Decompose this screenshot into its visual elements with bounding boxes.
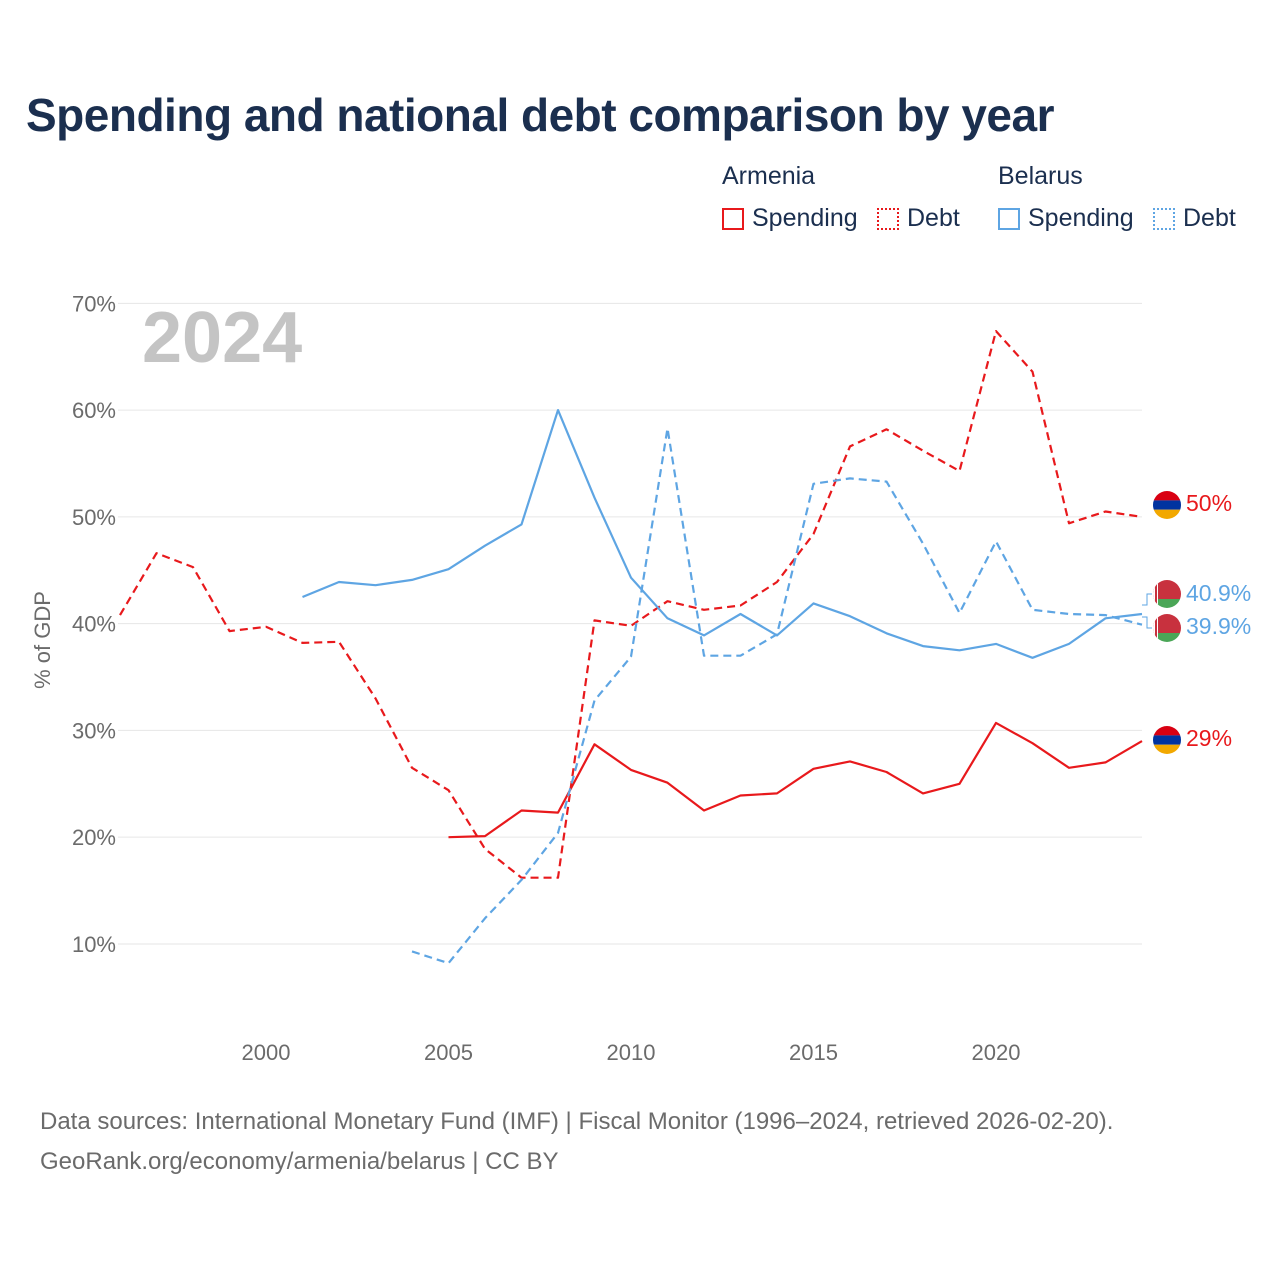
armenia-flag-icon xyxy=(1153,491,1181,519)
legend-swatch-armenia-spending xyxy=(722,207,744,230)
legend-belarus-spending[interactable]: Spending xyxy=(998,204,1134,233)
legend-label: Spending xyxy=(752,204,858,232)
belarus-flag-icon xyxy=(1153,614,1181,642)
y-tick-label: 50% xyxy=(72,505,116,530)
y-tick-label: 30% xyxy=(72,718,116,743)
x-tick-label: 2010 xyxy=(607,1040,656,1065)
armenia-flag-icon xyxy=(1153,726,1181,754)
legend-swatch-belarus-debt xyxy=(1153,207,1175,230)
legend-swatch-belarus-spending xyxy=(998,207,1020,230)
legend-label: Debt xyxy=(907,204,960,232)
x-axis: 2000 2005 2010 2015 2020 xyxy=(242,1040,1021,1065)
y-tick-label: 10% xyxy=(72,932,116,957)
belarus-flag-icon xyxy=(1153,580,1181,608)
legend-group-belarus: Belarus xyxy=(998,162,1083,190)
end-label-belarus-spending: 40.9% xyxy=(1186,580,1251,606)
data-source-note: Data sources: International Monetary Fun… xyxy=(40,1108,1114,1135)
legend-armenia-spending[interactable]: Spending xyxy=(722,204,858,233)
series-line-armenia-debt xyxy=(119,330,1143,879)
end-label-armenia-debt: 50% xyxy=(1186,490,1232,516)
x-tick-label: 2005 xyxy=(424,1040,473,1065)
gridlines xyxy=(118,302,1142,945)
series-line-belarus-debt xyxy=(411,427,1143,965)
legend-label: Debt xyxy=(1183,204,1236,232)
y-axis-label: % of GDP xyxy=(30,591,55,689)
y-tick-label: 40% xyxy=(72,612,116,637)
label-connector xyxy=(1142,616,1152,629)
y-tick-label: 60% xyxy=(72,398,116,423)
y-tick-label: 70% xyxy=(72,291,116,316)
legend-swatch-armenia-debt xyxy=(877,207,899,230)
legend-belarus-debt[interactable]: Debt xyxy=(1153,204,1236,233)
legend-armenia-debt[interactable]: Debt xyxy=(877,204,960,233)
series-line-armenia-spending xyxy=(448,721,1143,839)
y-axis: 10% 20% 30% 40% 50% 60% 70% xyxy=(72,291,116,957)
y-tick-label: 20% xyxy=(72,825,116,850)
end-label-armenia-spending: 29% xyxy=(1186,725,1232,751)
series-lines xyxy=(119,330,1143,965)
line-chart: 2024 10%20%30%40%50%60%70% 2000 2005 2010 2… xyxy=(30,291,1251,1065)
legend-label: Spending xyxy=(1028,204,1134,232)
x-tick-label: 2015 xyxy=(789,1040,838,1065)
x-tick-label: 2000 xyxy=(242,1040,291,1065)
legend-group-armenia: Armenia xyxy=(722,162,816,190)
series-line-belarus-spending xyxy=(302,409,1143,659)
x-tick-label: 2020 xyxy=(972,1040,1021,1065)
credit-link[interactable]: GeoRank.org/economy/armenia/belarus | CC… xyxy=(40,1148,559,1175)
chart-title: Spending and national debt comparison by… xyxy=(26,89,1055,141)
end-label-belarus-debt: 39.9% xyxy=(1186,613,1251,639)
year-watermark: 2024 xyxy=(142,298,302,378)
label-connector xyxy=(1142,593,1152,606)
